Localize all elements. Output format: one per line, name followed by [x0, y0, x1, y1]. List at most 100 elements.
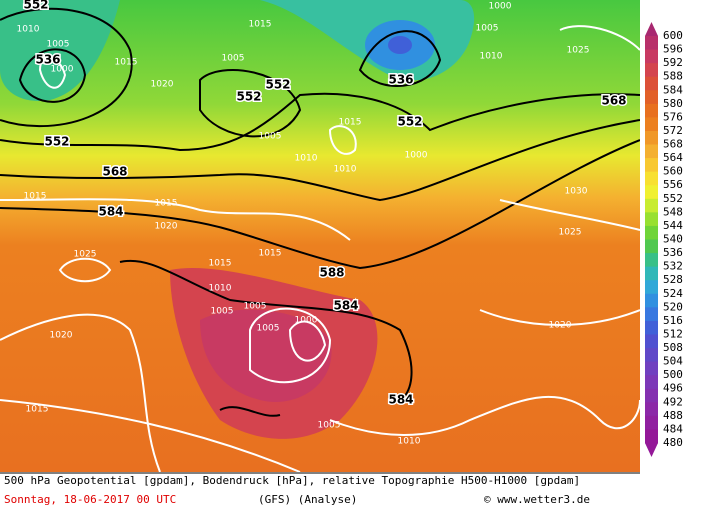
height-label: 584 [98, 205, 123, 219]
pressure-label: 1010 [209, 284, 232, 294]
pressure-label: 1010 [295, 154, 318, 164]
height-label: 552 [236, 90, 261, 104]
colorbar-label: 520 [663, 300, 683, 313]
pressure-label: 1015 [209, 259, 232, 269]
pressure-label: 1015 [26, 405, 49, 415]
colorbar-label: 556 [663, 178, 683, 191]
height-label: 568 [601, 94, 626, 108]
colorbar-label: 600 [663, 29, 683, 42]
pressure-label: 1005 [257, 324, 280, 334]
map [0, 0, 640, 472]
height-label: 588 [319, 266, 344, 280]
colorbar-label: 584 [663, 83, 683, 96]
colorbar-swatch [645, 212, 658, 227]
colorbar-arrow-top [645, 22, 658, 36]
colorbar-swatch [645, 239, 658, 254]
colorbar-swatch [645, 225, 658, 240]
pressure-label: 1005 [47, 40, 70, 50]
height-label: 584 [388, 393, 413, 407]
height-label: 552 [265, 78, 290, 92]
colorbar-label: 492 [663, 395, 683, 408]
colorbar-swatch [645, 103, 658, 118]
colorbar-label: 508 [663, 341, 683, 354]
colorbar-label: 596 [663, 43, 683, 56]
colorbar-label: 528 [663, 273, 683, 286]
colorbar-label: 512 [663, 327, 683, 340]
footer-source: © www.wetter3.de [484, 493, 590, 506]
pressure-label: 1020 [151, 80, 174, 90]
colorbar-swatch [645, 375, 658, 390]
pressure-label: 1020 [549, 321, 572, 331]
pressure-label: 1000 [405, 151, 428, 161]
warm-core [200, 309, 332, 402]
footer-description: 500 hPa Geopotential [gpdam], Bodendruck… [4, 474, 580, 487]
height-label: 536 [35, 53, 60, 67]
colorbar-swatch [645, 117, 658, 132]
colorbar-swatch [645, 130, 658, 146]
colorbar-swatch [645, 293, 658, 308]
colorbar-swatch [645, 185, 658, 200]
height-label: 552 [397, 115, 422, 129]
cold-core-inner [388, 36, 412, 54]
colorbar-swatch [645, 429, 658, 444]
colorbar-label: 532 [663, 260, 683, 273]
colorbar-label: 540 [663, 233, 683, 246]
pressure-contours [0, 25, 640, 472]
map-labels: 552 536 552 552 552 536 552 568 568 584 588 584 584 1… [17, 0, 628, 447]
pressure-label: 1005 [318, 421, 341, 431]
pressure-label: 1015 [249, 20, 272, 30]
height-label: 552 [44, 135, 69, 149]
pressure-label: 1005 [259, 132, 282, 142]
colorbar-label: 496 [663, 382, 683, 395]
colorbar-label: 588 [663, 70, 683, 83]
pressure-label: 1010 [480, 52, 503, 62]
colorbar-label: 568 [663, 138, 683, 151]
colorbar-label: 576 [663, 110, 683, 123]
pressure-label: 1030 [565, 187, 588, 197]
pressure-label: 1005 [211, 307, 234, 317]
colorbar-label: 552 [663, 192, 683, 205]
colorbar-label: 500 [663, 368, 683, 381]
colorbar-swatch [645, 415, 658, 430]
pressure-label: 1005 [476, 24, 499, 34]
pressure-label: 1020 [50, 331, 73, 341]
pressure-label: 1015 [24, 192, 47, 202]
colorbar-label: 548 [663, 205, 683, 218]
pressure-label: 1005 [222, 54, 245, 64]
colorbar-label: 516 [663, 314, 683, 327]
pressure-label: 1015 [339, 118, 362, 128]
footer-model: (GFS) (Analyse) [258, 493, 357, 506]
height-label: 568 [102, 165, 127, 179]
pressure-label: 1010 [334, 165, 357, 175]
pressure-label: 1000 [489, 2, 512, 12]
colorbar-swatch [645, 158, 658, 173]
pressure-label: 1025 [74, 250, 97, 260]
colorbar-swatch [645, 266, 658, 281]
pressure-label: 1020 [155, 222, 178, 232]
colorbar-swatch [645, 307, 658, 322]
colorbar-swatch [645, 388, 658, 403]
pressure-label: 1015 [155, 199, 178, 209]
colorbar-label: 544 [663, 219, 683, 232]
colorbar-label: 572 [663, 124, 683, 137]
height-contours [0, 7, 640, 417]
height-label: 536 [388, 73, 413, 87]
colorbar-swatch [645, 348, 658, 363]
colorbar-label: 504 [663, 355, 683, 368]
colorbar: 6005965925885845805765725685645605565525… [645, 29, 683, 449]
colorbar-swatch [645, 253, 658, 268]
pressure-label: 1015 [115, 58, 138, 68]
colorbar-swatch [645, 198, 658, 213]
colorbar-swatch [645, 144, 658, 159]
colorbar-swatch [645, 36, 658, 51]
footer-date: Sonntag, 18-06-2017 00 UTC [4, 493, 176, 506]
pressure-label: 1010 [17, 25, 40, 35]
pressure-label: 1000 [295, 316, 318, 326]
pressure-label: 1005 [244, 302, 267, 312]
colorbar-label: 564 [663, 151, 683, 164]
colorbar-label: 484 [663, 422, 683, 435]
colorbar-swatch [645, 76, 658, 91]
colorbar-swatch [645, 90, 658, 105]
colorbar-swatch [645, 334, 658, 349]
